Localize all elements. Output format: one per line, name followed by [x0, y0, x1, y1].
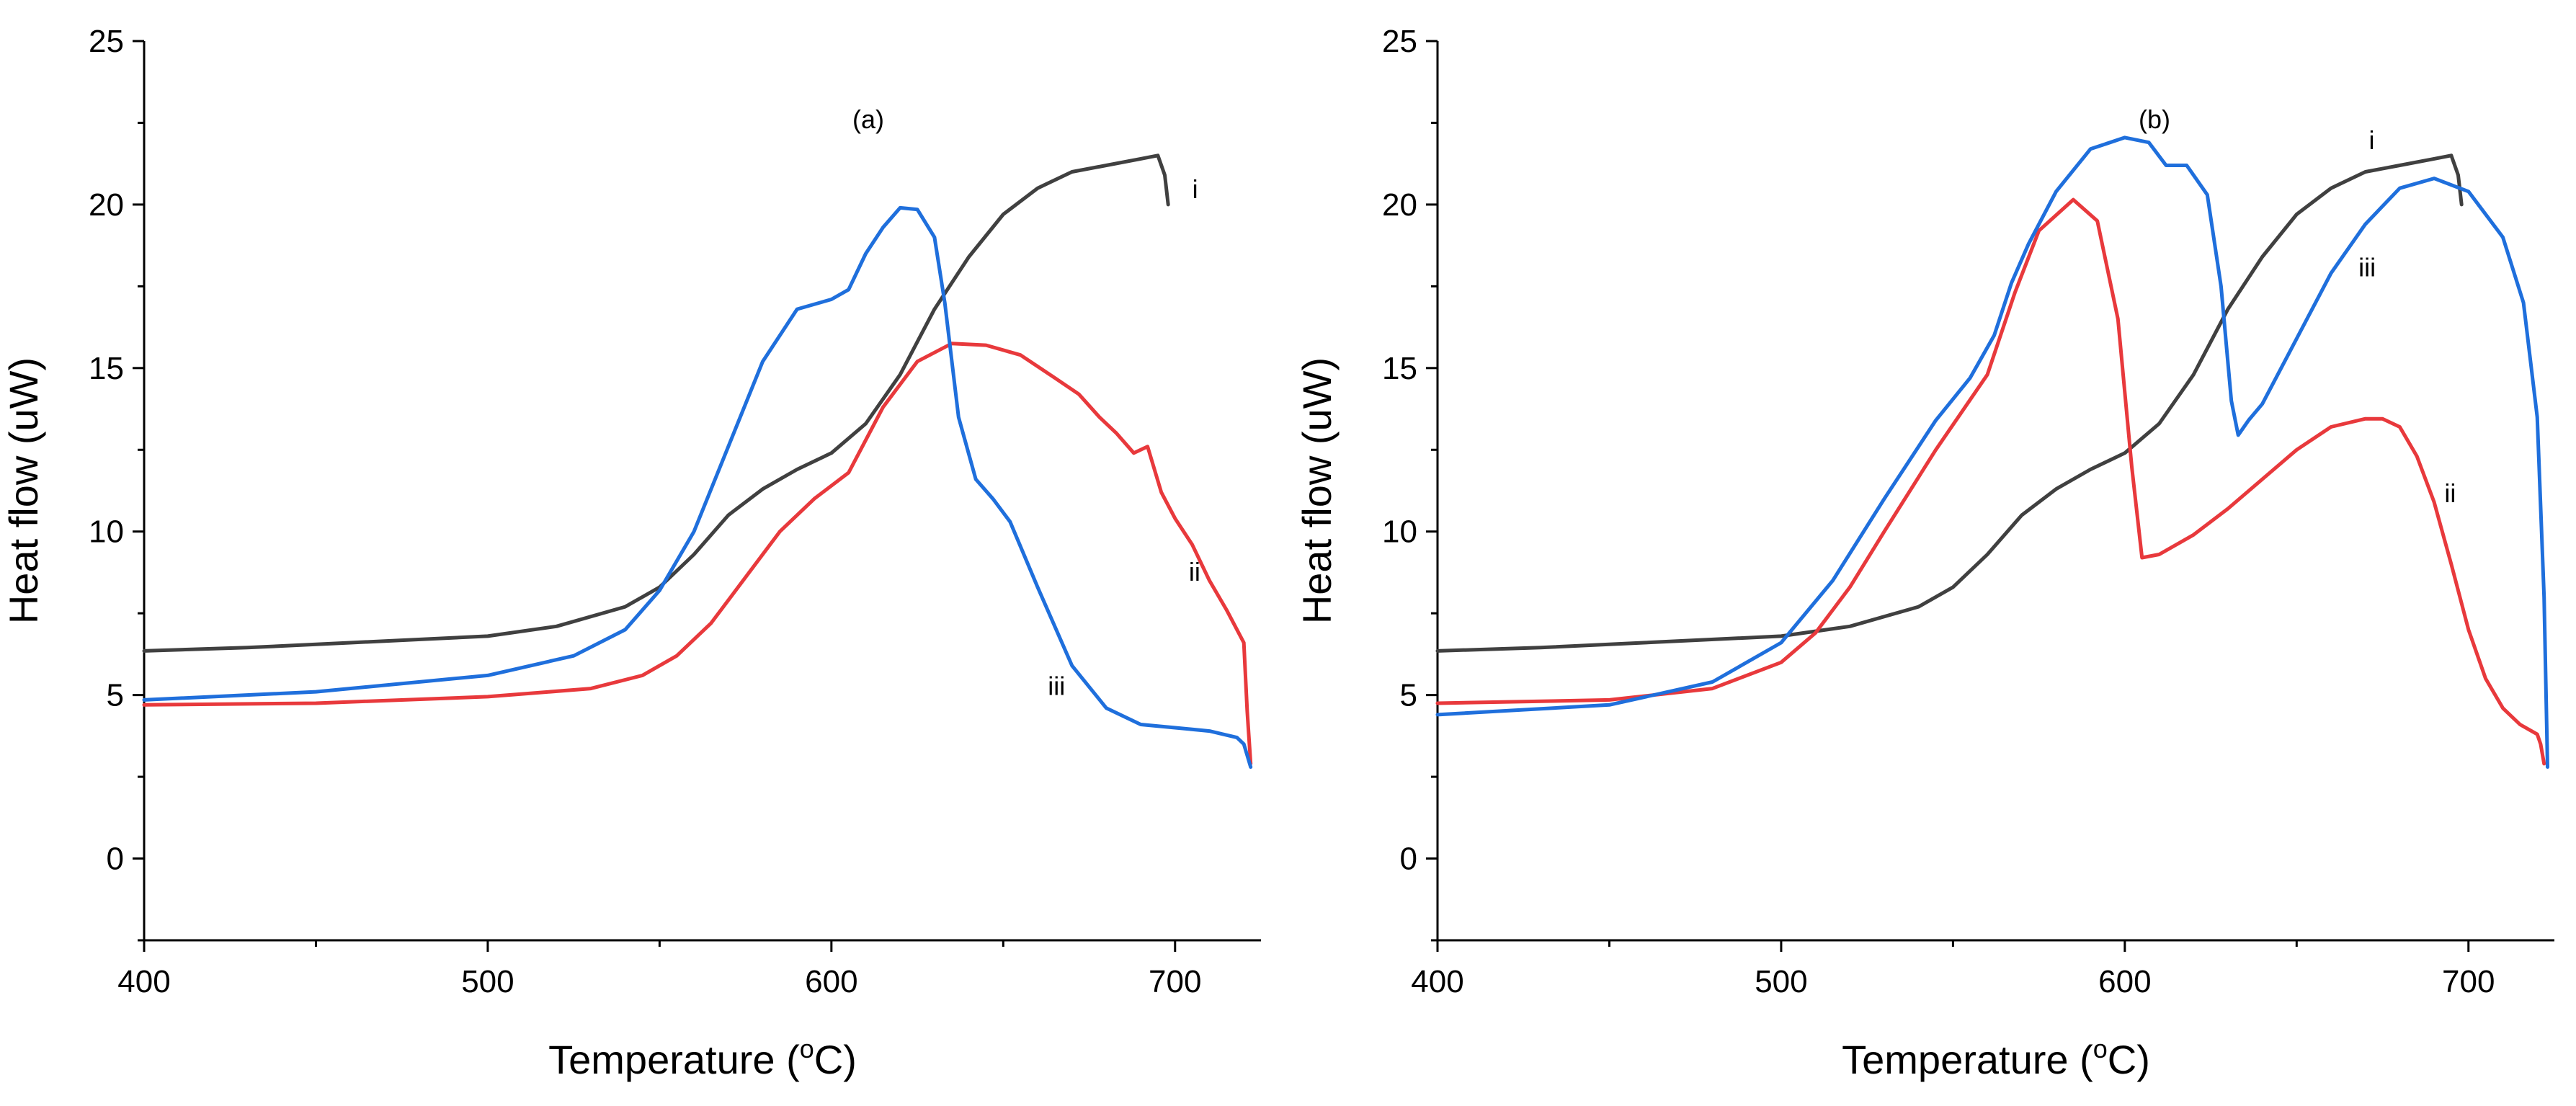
x-axis-title: Temperature (oC)	[548, 1034, 857, 1082]
y-axis-title: Heat flow (uW)	[1294, 357, 1340, 624]
x-tick-label: 600	[805, 964, 857, 999]
x-tick-label: 500	[1755, 964, 1807, 999]
panel-label-b: (b)	[2139, 104, 2170, 134]
series-line-ii	[142, 342, 1253, 766]
x-tick-label: 400	[117, 964, 170, 999]
y-tick-label: 5	[107, 678, 124, 713]
chart-panel-b: 400 500 600 700 0 5 10 15 20 25 Temperature (oC) He…	[1294, 24, 2554, 1082]
series-label-ii: ii	[2444, 478, 2456, 508]
series-label-iii: iii	[2358, 253, 2376, 282]
y-tick-label: 0	[107, 842, 124, 877]
series-label-i: i	[1193, 174, 1198, 204]
y-tick-label: 15	[1382, 351, 1417, 386]
x-tick-label: 700	[2442, 964, 2495, 999]
y-tick-label: 20	[1382, 187, 1417, 223]
x-axis-title: Temperature (oC)	[1842, 1034, 2150, 1082]
x-tick-label: 400	[1411, 964, 1463, 999]
chart-panel-a: 400 500 600 700 0 5 10 15 20 25 Temperature (oC) He…	[1, 24, 1261, 1082]
series-line-iii	[1435, 135, 2549, 769]
y-tick-label: 10	[1382, 514, 1417, 550]
series-line-i	[142, 153, 1170, 653]
y-tick-label: 25	[1382, 24, 1417, 59]
y-tick-label: 25	[89, 24, 124, 59]
y-tick-label: 5	[1400, 678, 1417, 713]
series-label-i: i	[2368, 125, 2374, 155]
x-axis-title-main: Temperature (	[548, 1037, 800, 1082]
y-tick-label: 0	[1400, 842, 1417, 877]
series-line-ii	[1435, 197, 2546, 766]
series-label-ii: ii	[1189, 557, 1200, 587]
x-axis-title-unit: C)	[814, 1037, 857, 1082]
x-tick-label: 700	[1149, 964, 1201, 999]
x-tick-label: 500	[461, 964, 514, 999]
series-label-iii: iii	[1048, 672, 1065, 701]
x-axis-title-main: Temperature (	[1842, 1037, 2093, 1082]
y-tick-label: 20	[89, 187, 124, 223]
series-line-i	[1435, 153, 2464, 653]
panel-label-a: (a)	[852, 104, 884, 134]
y-axis-title: Heat flow (uW)	[1, 357, 46, 624]
x-axis-title-unit: C)	[2108, 1037, 2150, 1082]
x-axis-title-superscript: o	[2093, 1034, 2108, 1063]
y-tick-label: 10	[89, 514, 124, 550]
x-tick-label: 600	[2098, 964, 2151, 999]
y-tick-label: 15	[89, 351, 124, 386]
series-line-iii	[142, 205, 1253, 769]
x-axis-title-superscript: o	[800, 1034, 814, 1063]
